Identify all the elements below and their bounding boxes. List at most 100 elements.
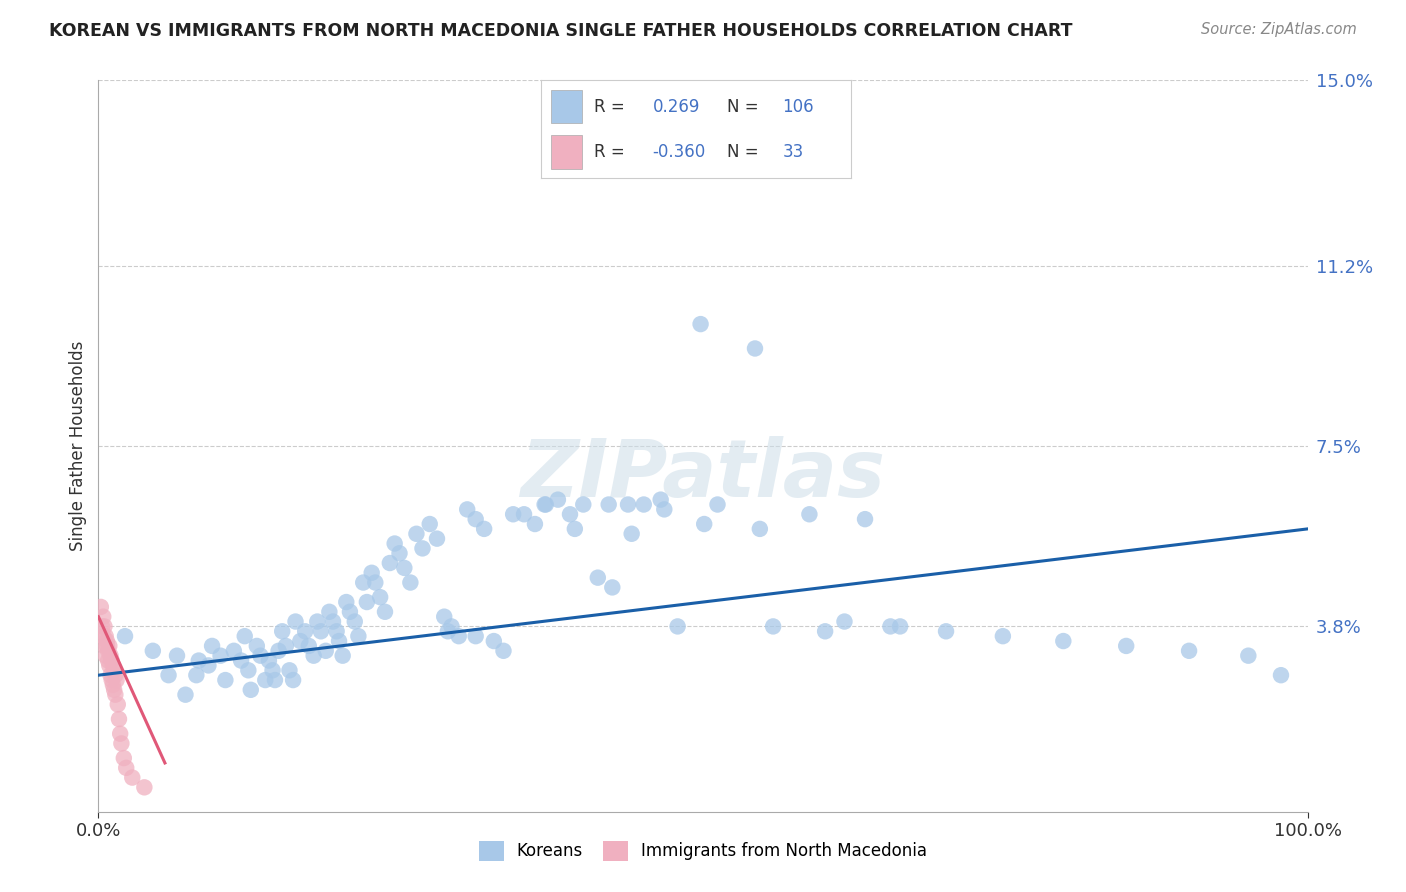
Point xyxy=(440,619,463,633)
Point xyxy=(374,605,396,619)
Point xyxy=(298,639,321,653)
Point xyxy=(91,629,114,643)
Point xyxy=(492,644,515,658)
Point xyxy=(1178,644,1201,658)
Point xyxy=(114,629,136,643)
Point xyxy=(105,673,128,687)
Point xyxy=(602,581,624,595)
Point xyxy=(100,673,122,687)
Point xyxy=(284,615,307,629)
Point xyxy=(502,508,524,522)
Point xyxy=(281,673,304,687)
Point xyxy=(98,639,121,653)
Text: 106: 106 xyxy=(783,98,814,116)
Point xyxy=(100,654,122,668)
Point xyxy=(853,512,876,526)
Point xyxy=(322,615,344,629)
Point xyxy=(356,595,378,609)
Text: N =: N = xyxy=(727,98,763,116)
Point xyxy=(617,498,640,512)
Point xyxy=(271,624,294,639)
Point xyxy=(352,575,374,590)
Point xyxy=(748,522,770,536)
Text: R =: R = xyxy=(593,98,630,116)
Point xyxy=(318,605,340,619)
Point xyxy=(558,508,581,522)
Text: N =: N = xyxy=(727,143,763,161)
Point xyxy=(96,639,118,653)
Point xyxy=(101,678,124,692)
Point xyxy=(187,654,209,668)
Point xyxy=(233,629,256,643)
Legend: Koreans, Immigrants from North Macedonia: Koreans, Immigrants from North Macedonia xyxy=(470,832,936,869)
Point xyxy=(267,644,290,658)
Point xyxy=(328,634,350,648)
Point xyxy=(689,317,711,331)
Point xyxy=(238,663,260,677)
Point xyxy=(378,556,401,570)
Point xyxy=(384,536,406,550)
Point xyxy=(650,492,672,507)
Text: KOREAN VS IMMIGRANTS FROM NORTH MACEDONIA SINGLE FATHER HOUSEHOLDS CORRELATION C: KOREAN VS IMMIGRANTS FROM NORTH MACEDONI… xyxy=(49,22,1073,40)
Point xyxy=(264,673,287,687)
Point xyxy=(598,498,620,512)
Point xyxy=(464,629,486,643)
Point xyxy=(157,668,180,682)
FancyBboxPatch shape xyxy=(551,136,582,169)
Point xyxy=(523,516,546,531)
Point xyxy=(534,498,557,512)
Point xyxy=(586,571,609,585)
Point xyxy=(229,654,252,668)
Text: R =: R = xyxy=(593,143,630,161)
FancyBboxPatch shape xyxy=(551,90,582,123)
Point xyxy=(360,566,382,580)
Point xyxy=(889,619,911,633)
Point xyxy=(174,688,197,702)
Point xyxy=(666,619,689,633)
Point xyxy=(97,654,120,668)
Point xyxy=(332,648,354,663)
Point xyxy=(633,498,655,512)
Point xyxy=(347,629,370,643)
Point xyxy=(388,546,411,560)
Point xyxy=(482,634,505,648)
Text: -0.360: -0.360 xyxy=(652,143,706,161)
Point xyxy=(405,526,427,541)
Point xyxy=(115,761,138,775)
Point xyxy=(93,639,115,653)
Point xyxy=(90,599,112,614)
Point xyxy=(744,342,766,356)
Point xyxy=(254,673,277,687)
Point xyxy=(447,629,470,643)
Point xyxy=(91,619,114,633)
Point xyxy=(814,624,837,639)
Point xyxy=(437,624,460,639)
Point xyxy=(110,736,132,750)
Point xyxy=(343,615,366,629)
Point xyxy=(201,639,224,653)
Point xyxy=(315,644,337,658)
Point xyxy=(214,673,236,687)
Point xyxy=(93,619,115,633)
Point xyxy=(620,526,643,541)
Point xyxy=(186,668,208,682)
Point xyxy=(101,658,124,673)
Point xyxy=(278,663,301,677)
Point xyxy=(368,590,391,604)
Point xyxy=(290,634,312,648)
Point xyxy=(142,644,165,658)
Point xyxy=(394,561,416,575)
Point xyxy=(762,619,785,633)
Point xyxy=(91,609,114,624)
Point xyxy=(100,668,122,682)
Point xyxy=(249,648,271,663)
Y-axis label: Single Father Households: Single Father Households xyxy=(69,341,87,551)
Point xyxy=(426,532,449,546)
Point xyxy=(325,624,347,639)
Point xyxy=(652,502,675,516)
Text: 33: 33 xyxy=(783,143,804,161)
Text: 0.269: 0.269 xyxy=(652,98,700,116)
Point xyxy=(879,619,901,633)
Point xyxy=(239,682,262,697)
Point xyxy=(307,615,329,629)
